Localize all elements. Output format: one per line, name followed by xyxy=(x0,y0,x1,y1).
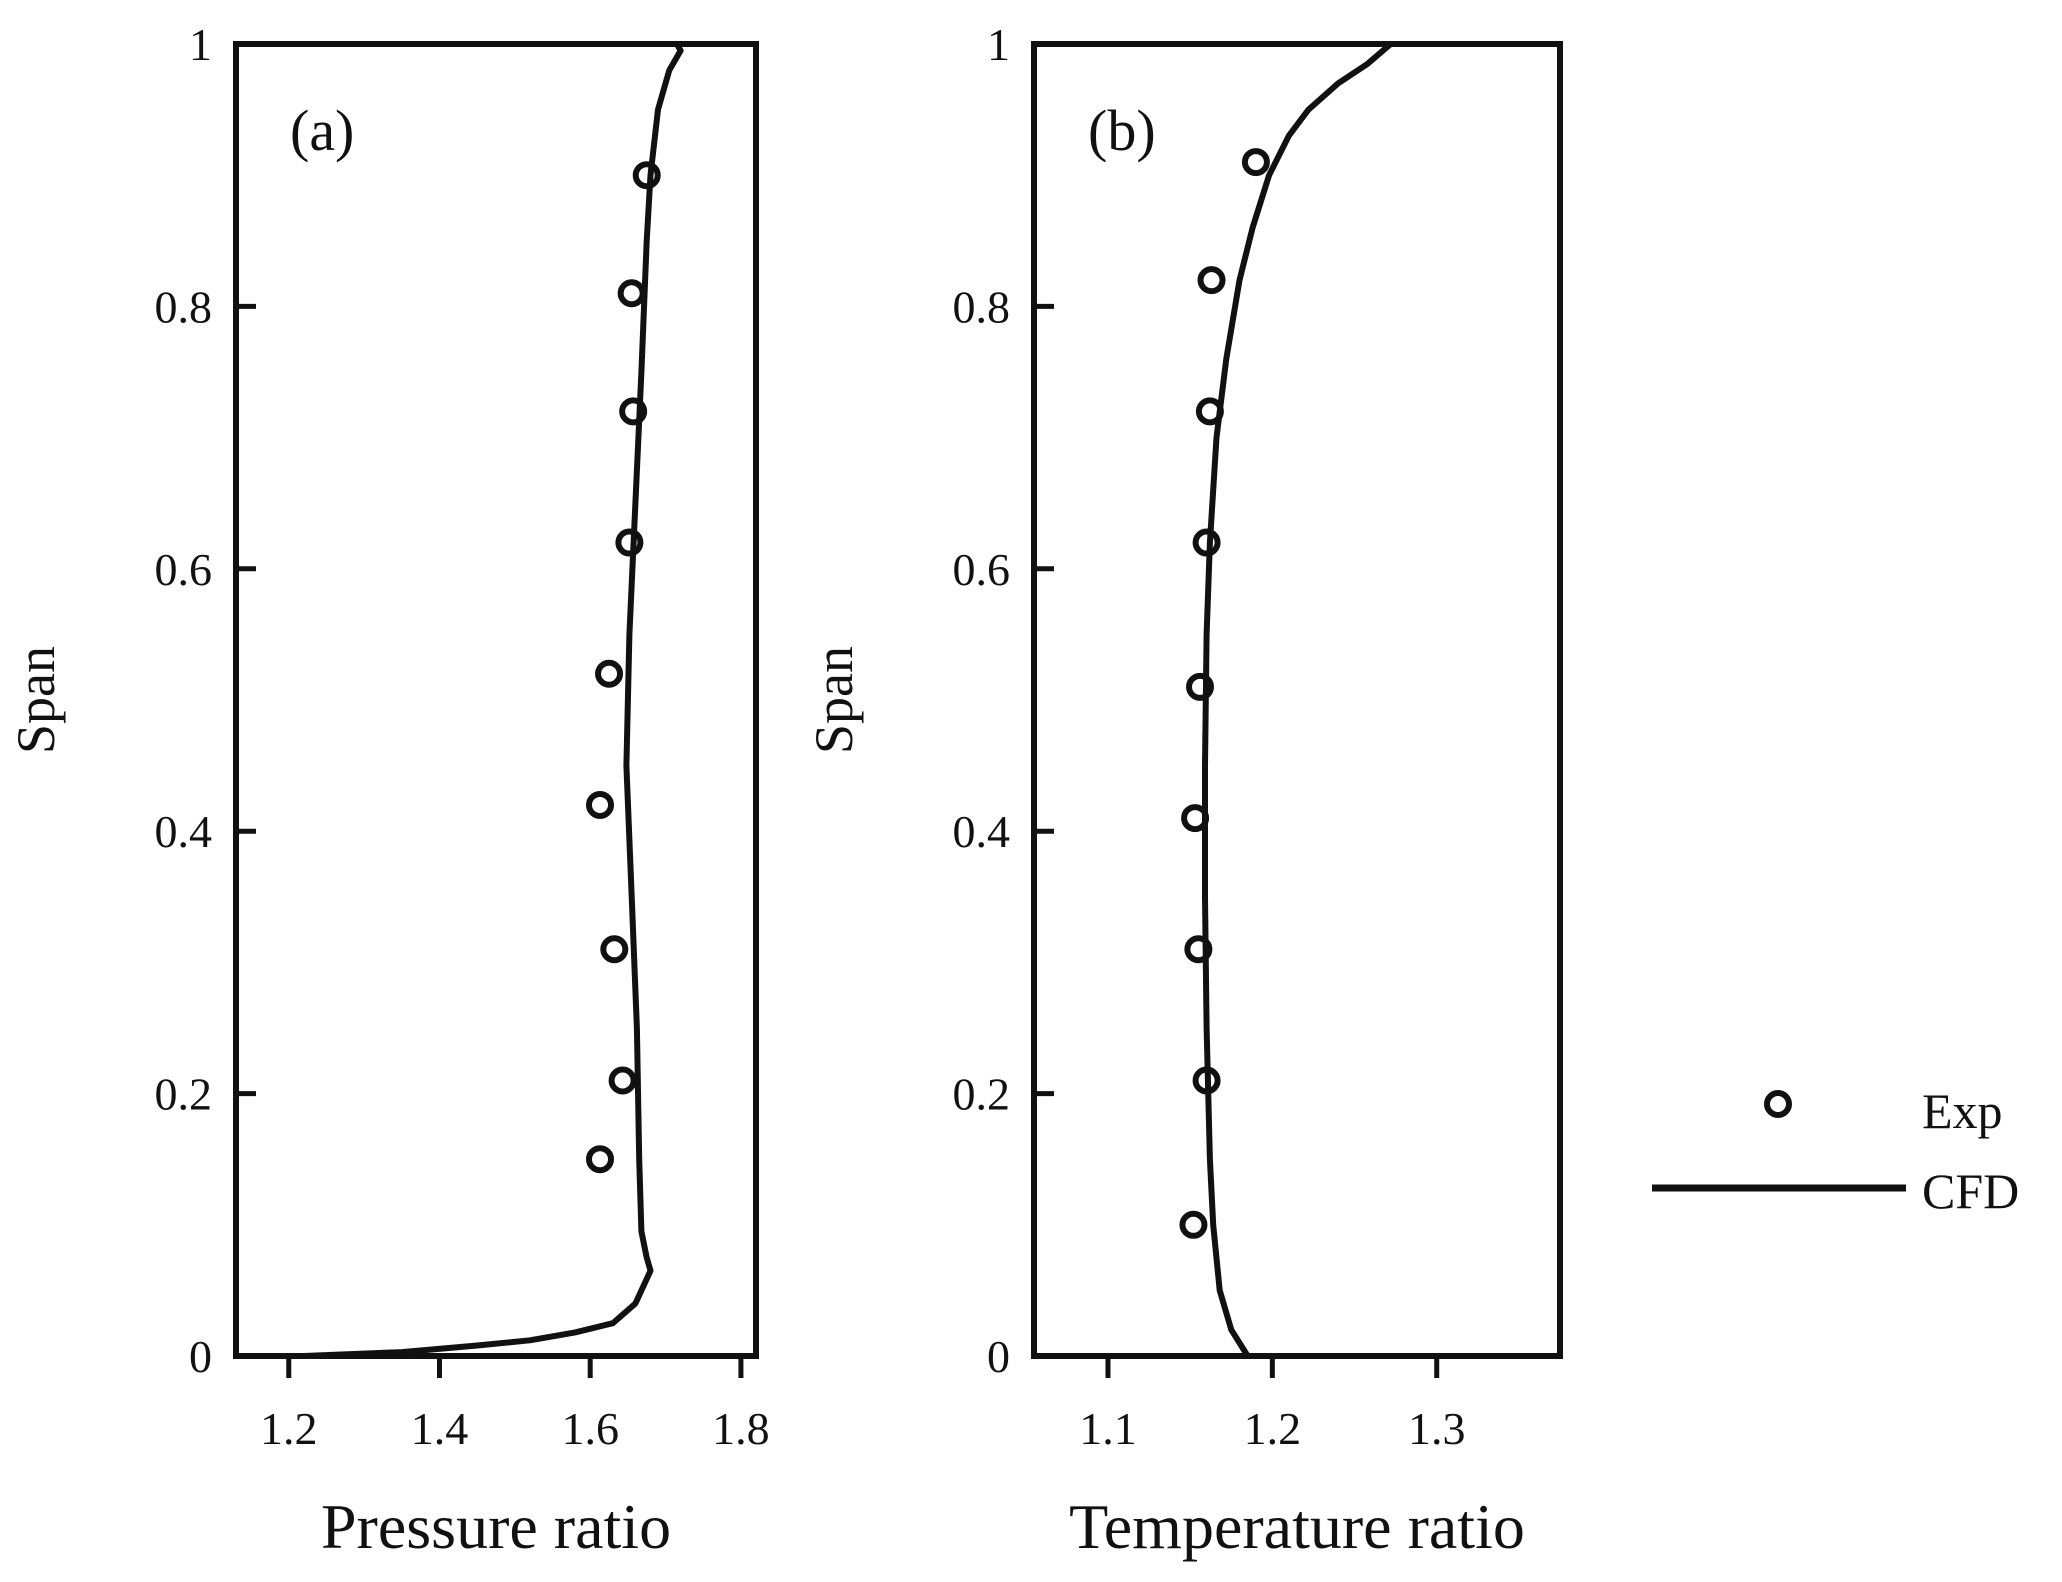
panel-a-exp-point xyxy=(615,528,644,557)
panel-b-data-marks xyxy=(1179,41,1394,1359)
panel-b-exp-point xyxy=(1184,935,1213,964)
legend-cfd-label: CFD xyxy=(1922,1163,2019,1219)
panel-b-y-tick-label: 0.2 xyxy=(953,1069,1011,1120)
panel-a-cfd-line xyxy=(233,41,684,1359)
panel-a-exp-point xyxy=(586,790,614,819)
panel-a-y-tick-label: 0.2 xyxy=(155,1069,213,1120)
panel-a-x-tick-label: 1.4 xyxy=(411,1403,469,1454)
panel-a-exp-point xyxy=(600,935,629,964)
legend-exp-marker xyxy=(1764,1090,1792,1118)
panel-a-x-tick-label: 1.2 xyxy=(260,1403,318,1454)
panel-b-y-tick-label: 0.6 xyxy=(953,544,1011,595)
panel-a-pressure-ratio: 1.2 1.4 1.6 1.8 0 0.2 0.4 0.6 0.8 1 (a) Pressure… xyxy=(6,19,770,1562)
panel-a-y-ticks: 0 0.2 0.4 0.6 0.8 1 xyxy=(155,19,256,1382)
panel-b-x-tick-label: 1.2 xyxy=(1244,1403,1302,1454)
panel-a-x-ticks: 1.2 1.4 1.6 1.8 xyxy=(260,1356,770,1454)
panel-a-x-tick-label: 1.8 xyxy=(712,1403,770,1454)
panel-a-x-axis-title: Pressure ratio xyxy=(321,1491,671,1562)
panel-a-exp-point xyxy=(632,161,661,190)
panel-a-exp-point xyxy=(586,1145,614,1174)
panel-a-y-tick-label: 1 xyxy=(189,19,212,70)
panel-b-frame xyxy=(1031,41,1563,1359)
panel-a-x-tick-label: 1.6 xyxy=(561,1403,619,1454)
panel-b-temperature-ratio: 1.1 1.2 1.3 0 0.2 0.4 0.6 0.8 1 (b) Temperature… xyxy=(804,19,1563,1562)
panel-b-x-tick-label: 1.3 xyxy=(1408,1403,1466,1454)
panel-b-x-tick-label: 1.1 xyxy=(1079,1403,1137,1454)
panel-b-exp-point xyxy=(1197,266,1226,295)
panel-b-label: (b) xyxy=(1088,98,1156,163)
legend-exp-label: Exp xyxy=(1922,1083,2003,1139)
panel-a-exp-point xyxy=(619,397,648,426)
panel-a-y-tick-label: 0.4 xyxy=(155,806,213,857)
panel-a-y-tick-label: 0.8 xyxy=(155,281,213,332)
panel-a-y-tick-label: 0 xyxy=(189,1331,212,1382)
panel-b-y-tick-label: 1 xyxy=(987,19,1010,70)
panel-a-label: (a) xyxy=(290,98,354,163)
panel-b-x-axis-title: Temperature ratio xyxy=(1069,1491,1525,1562)
panel-b-y-axis-title: Span xyxy=(804,646,864,754)
panel-a-y-tick-label: 0.6 xyxy=(155,544,213,595)
panel-b-y-tick-label: 0 xyxy=(987,1331,1010,1382)
panel-b-x-ticks: 1.1 1.2 1.3 xyxy=(1079,1356,1465,1454)
panel-a-data-marks xyxy=(233,41,684,1359)
panel-a-exp-point xyxy=(608,1066,637,1095)
panel-b-y-tick-label: 0.4 xyxy=(953,806,1011,857)
panel-a-exp-point xyxy=(595,659,624,688)
panel-b-exp-point xyxy=(1192,528,1221,557)
panel-b-y-ticks: 0 0.2 0.4 0.6 0.8 1 xyxy=(953,19,1054,1382)
panel-a-y-axis-title: Span xyxy=(6,646,66,754)
panel-a-frame xyxy=(233,41,759,1359)
panel-b-y-tick-label: 0.8 xyxy=(953,281,1011,332)
panel-b-exp-point xyxy=(1179,1210,1208,1239)
panel-b-exp-point xyxy=(1186,672,1215,701)
panel-a-exp-point xyxy=(617,279,646,308)
panel-b-cfd-line xyxy=(1202,41,1394,1359)
panel-b-exp-point xyxy=(1241,148,1270,177)
legend: Exp CFD xyxy=(1652,1083,2019,1219)
